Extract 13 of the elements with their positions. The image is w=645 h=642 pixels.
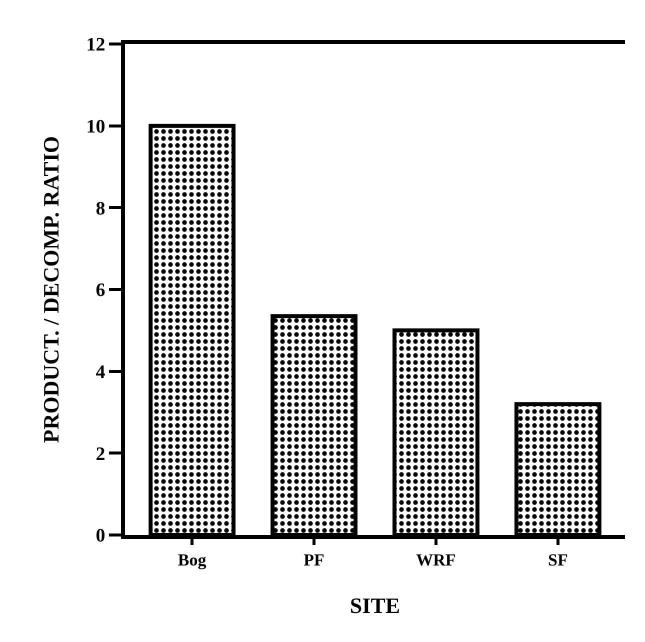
y-tick-label: 12	[86, 34, 106, 56]
x-tick-label: Bog	[178, 550, 207, 570]
y-tick-label: 4	[96, 362, 106, 383]
y-tick-label: 6	[96, 280, 106, 302]
x-tick-label: WRF	[416, 550, 456, 570]
x-tick-label: PF	[304, 550, 324, 570]
y-tick-label: 10	[86, 116, 106, 138]
y-tick-label: 8	[96, 198, 106, 220]
x-axis-title: SITE	[350, 592, 400, 618]
y-tick-label: 0	[96, 526, 106, 547]
y-axis-title: PRODUCT. / DECOMP. RATIO	[38, 136, 64, 443]
x-tick-label: SF	[548, 550, 568, 570]
y-tick-label: 2	[96, 444, 106, 465]
